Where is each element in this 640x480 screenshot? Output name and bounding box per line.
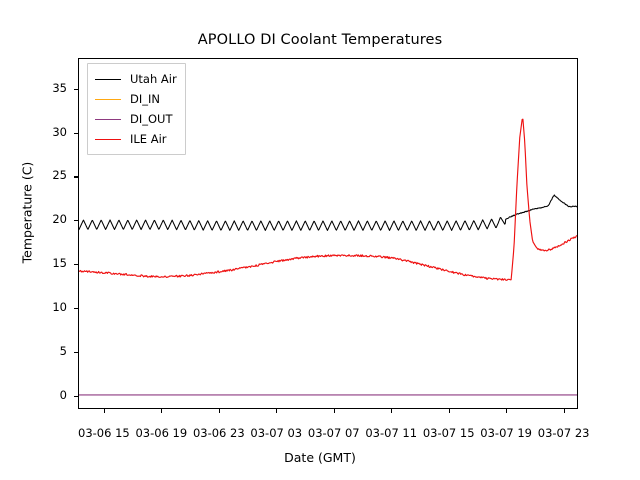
y-tick-mark [74,132,78,134]
x-tick-label: 03-06 19 [135,426,188,440]
x-tick-mark [218,409,220,413]
x-axis-label: Date (GMT) [284,450,356,465]
legend-swatch-icon [95,78,121,80]
x-tick-label: 03-07 15 [422,426,475,440]
legend-swatch-icon [95,138,121,140]
y-tick-label: 35 [52,80,67,95]
y-tick-mark [74,88,78,90]
legend-item-di-in[interactable]: DI_IN [95,89,177,109]
legend-item-ile-air[interactable]: ILE Air [95,129,177,149]
series-line-ile-air [79,119,576,280]
x-tick-mark [391,409,393,413]
y-tick-mark [74,264,78,266]
legend-label: Utah Air [130,72,177,86]
legend-item-utah-air[interactable]: Utah Air [95,69,177,89]
legend-swatch-icon [95,118,121,120]
x-tick-label: 03-07 11 [365,426,418,440]
x-tick-label: 03-06 23 [192,426,245,440]
y-tick-label: 10 [52,300,67,315]
y-tick-mark [74,308,78,310]
x-tick-mark [276,409,278,413]
x-tick-mark [103,409,105,413]
x-tick-mark [506,409,508,413]
x-tick-label: 03-07 23 [537,426,590,440]
series-line-utah-air [79,195,577,231]
y-tick-label: 20 [52,212,67,227]
series-svg [79,59,577,408]
y-tick-label: 25 [52,168,67,183]
y-tick-label: 0 [59,387,67,402]
y-tick-label: 15 [52,256,67,271]
x-tick-label: 03-07 19 [480,426,533,440]
y-tick-mark [74,395,78,397]
chart-title: APOLLO DI Coolant Temperatures [197,32,443,48]
legend-item-di-out[interactable]: DI_OUT [95,109,177,129]
x-tick-mark [161,409,163,413]
x-tick-label: 03-07 07 [307,426,360,440]
legend-label: DI_IN [130,92,160,106]
plot-canvas [79,59,577,408]
legend-swatch-icon [95,98,121,100]
x-tick-mark [448,409,450,413]
x-tick-label: 03-06 15 [78,426,130,440]
x-tick-mark [333,409,335,413]
y-tick-mark [74,351,78,354]
y-tick-label: 30 [52,124,67,139]
y-tick-mark [74,176,78,178]
legend-label: DI_OUT [130,112,173,126]
x-tick-mark [563,409,565,413]
x-tick-label: 03-07 03 [250,426,303,440]
y-tick-label: 5 [59,343,67,358]
y-tick-mark [74,220,78,222]
legend-label: ILE Air [130,132,167,146]
chart-legend: Utah Air DI_IN DI_OUT ILE Air [87,63,186,155]
